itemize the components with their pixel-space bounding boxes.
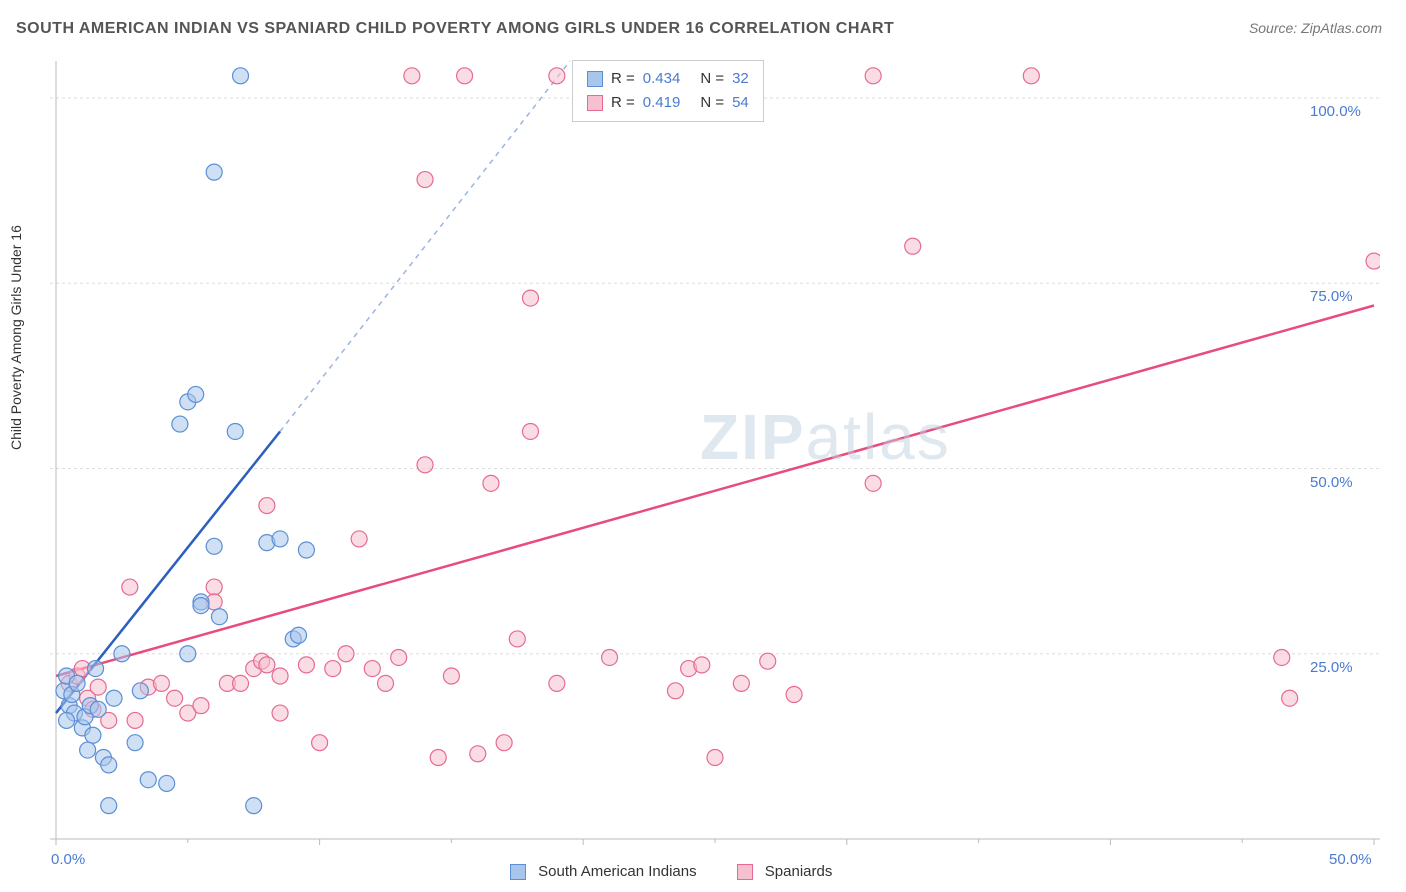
- y-tick-label: 25.0%: [1310, 659, 1353, 676]
- legend-item-sai: South American Indians: [510, 863, 697, 880]
- source-name: ZipAtlas.com: [1301, 20, 1382, 36]
- legend-item-spaniards: Spaniards: [737, 863, 833, 880]
- n-value-spaniards: 54: [732, 91, 749, 115]
- r-value-spaniards: 0.419: [643, 91, 681, 115]
- x-tick-label: 0.0%: [51, 851, 85, 868]
- y-tick-label: 100.0%: [1310, 103, 1361, 120]
- y-axis-label: Child Poverty Among Girls Under 16: [8, 225, 24, 450]
- source-label: Source:: [1249, 20, 1301, 36]
- n-value-sai: 32: [732, 67, 749, 91]
- watermark-rest: atlas: [806, 401, 951, 473]
- swatch-sai: [587, 71, 603, 87]
- n-label-spaniards: N =: [700, 91, 724, 115]
- r-value-sai: 0.434: [643, 67, 681, 91]
- x-tick-label: 50.0%: [1329, 851, 1372, 868]
- watermark-bold: ZIP: [700, 401, 806, 473]
- legend-row-spaniards: R = 0.419 N = 54: [587, 91, 749, 115]
- n-label-sai: N =: [700, 67, 724, 91]
- series-legend: South American Indians Spaniards: [510, 863, 832, 880]
- series-label-sai: South American Indians: [538, 863, 696, 880]
- swatch-spaniards: [587, 95, 603, 111]
- legend-row-sai: R = 0.434 N = 32: [587, 67, 749, 91]
- chart-title: SOUTH AMERICAN INDIAN VS SPANIARD CHILD …: [16, 20, 894, 38]
- y-tick-label: 75.0%: [1310, 288, 1353, 305]
- correlation-legend: R = 0.434 N = 32 R = 0.419 N = 54: [572, 60, 764, 122]
- source-attribution: Source: ZipAtlas.com: [1249, 20, 1382, 36]
- series-label-spaniards: Spaniards: [765, 863, 833, 880]
- r-label-spaniards: R =: [611, 91, 635, 115]
- r-label-sai: R =: [611, 67, 635, 91]
- watermark: ZIPatlas: [700, 400, 951, 474]
- swatch-spaniards-bottom: [737, 864, 753, 880]
- y-tick-label: 50.0%: [1310, 474, 1353, 491]
- swatch-sai-bottom: [510, 864, 526, 880]
